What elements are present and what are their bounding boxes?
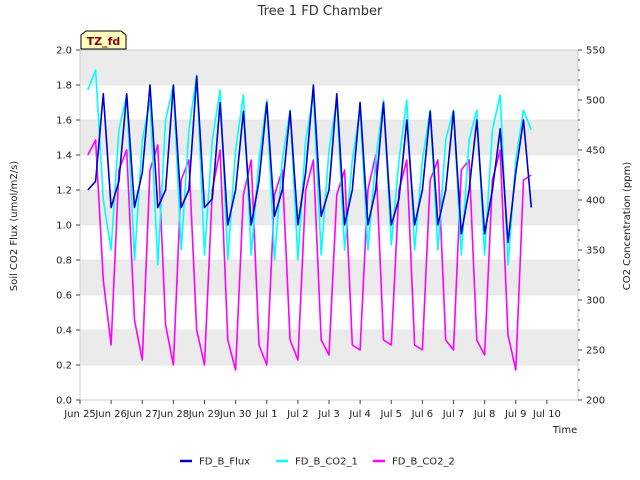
y-left-tick-label: 1.2 xyxy=(56,186,72,197)
x-tick-label: Jul 9 xyxy=(504,409,527,420)
y-left-tick-label: 2.0 xyxy=(56,46,72,57)
y-right-tick-label: 400 xyxy=(586,196,605,207)
y-left-tick-label: 0.2 xyxy=(56,361,72,372)
x-tick-label: Jun 28 xyxy=(157,409,190,420)
legend-item: FD_B_CO2_1 xyxy=(276,457,358,468)
y-left-tick-label: 1.8 xyxy=(56,81,72,92)
series-layer xyxy=(87,69,533,371)
x-axis: Jun 25 Jun 26 Jun 27 Jun 28 Jun 29 Jun 30 Jul … xyxy=(63,400,561,420)
badge-label: TZ_fd xyxy=(87,35,121,48)
x-tick-label: Jun 30 xyxy=(219,409,252,420)
legend-item: FD_B_CO2_2 xyxy=(373,457,455,468)
y-left-tick-label: 1.0 xyxy=(56,221,72,232)
x-tick-label: Jul 10 xyxy=(532,409,561,420)
y-right-tick-label: 250 xyxy=(586,346,605,357)
left-axis: 0.0 0.2 0.4 0.6 0.8 1.0 1.2 1.4 1.6 1.8 2.0 xyxy=(56,46,80,407)
tz-badge: TZ_fd xyxy=(80,30,127,50)
x-tick-label: Jun 26 xyxy=(94,409,127,420)
y-right-axis-title: CO2 Concentration (ppm) xyxy=(622,162,633,291)
background-bands xyxy=(80,50,578,365)
x-tick-label: Jun 27 xyxy=(125,409,158,420)
y-left-tick-label: 0.8 xyxy=(56,256,72,267)
y-left-tick-label: 1.6 xyxy=(56,116,72,127)
y-left-tick-label: 0.0 xyxy=(56,396,72,407)
x-tick-label: Jun 29 xyxy=(188,409,221,420)
y-left-axis-title: Soil CO2 Flux (umol/m2/s) xyxy=(9,161,20,291)
y-right-tick-label: 200 xyxy=(586,396,605,407)
y-right-tick-label: 450 xyxy=(586,146,605,157)
y-right-tick-label: 350 xyxy=(586,246,605,257)
x-axis-title: Time xyxy=(552,425,577,436)
x-tick-label: Jul 1 xyxy=(255,409,278,420)
x-tick-label: Jul 5 xyxy=(379,409,402,420)
y-right-tick-label: 550 xyxy=(586,46,605,57)
y-right-tick-label: 300 xyxy=(586,296,605,307)
chart-title: Tree 1 FD Chamber xyxy=(257,4,383,19)
legend: FD_B_Flux FD_B_CO2_1 FD_B_CO2_2 xyxy=(180,457,455,468)
background-band xyxy=(80,260,578,295)
legend-label: FD_B_Flux xyxy=(199,457,250,468)
x-tick-label: Jul 4 xyxy=(348,409,371,420)
legend-label: FD_B_CO2_1 xyxy=(295,457,358,468)
y-right-tick-label: 500 xyxy=(586,96,605,107)
legend-label: FD_B_CO2_2 xyxy=(392,457,455,468)
series-line-fd-b-co2-1 xyxy=(87,69,533,266)
legend-item: FD_B_Flux xyxy=(180,457,250,468)
badge-shape xyxy=(80,30,127,50)
x-tick-label: Jun 25 xyxy=(63,409,96,420)
x-tick-label: Jul 8 xyxy=(473,409,496,420)
x-tick-label: Jul 2 xyxy=(286,409,309,420)
y-left-tick-label: 0.6 xyxy=(56,291,72,302)
series-line-fd-b-co2-2 xyxy=(87,139,532,371)
x-tick-label: Jul 7 xyxy=(442,409,465,420)
background-band xyxy=(80,50,578,85)
series-line-fd-b-flux xyxy=(87,75,533,244)
y-left-tick-label: 1.4 xyxy=(56,151,72,162)
x-tick-label: Jul 6 xyxy=(411,409,434,420)
right-axis: 200 250 300 350 400 450 500 550 xyxy=(578,46,605,407)
y-left-tick-label: 0.4 xyxy=(56,326,72,337)
x-tick-label: Jul 3 xyxy=(317,409,340,420)
